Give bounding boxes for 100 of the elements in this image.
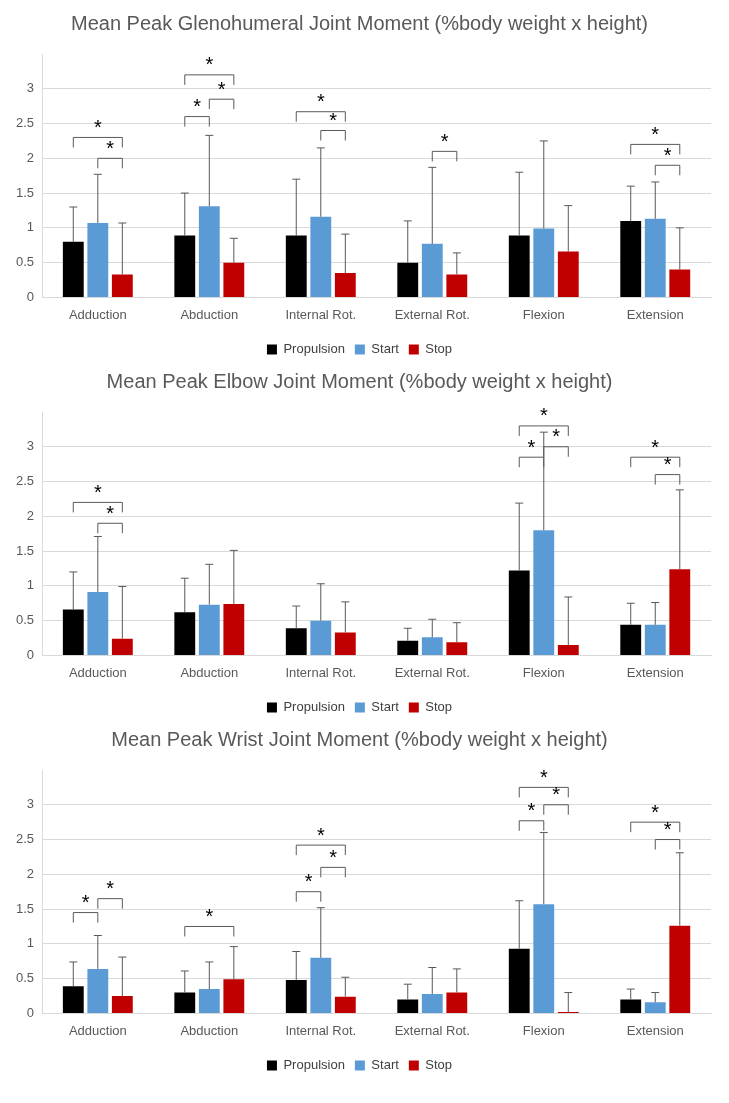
y-tick-label: 3 xyxy=(26,438,35,454)
bar xyxy=(669,569,691,655)
y-tick-label: 2.5 xyxy=(15,473,35,489)
legend-label: Start xyxy=(371,699,400,715)
annotation: * xyxy=(651,122,660,145)
bar xyxy=(557,644,579,655)
x-tick-label: External Rot. xyxy=(394,664,470,680)
bar xyxy=(223,262,245,297)
bar xyxy=(62,609,84,655)
x-tick-label: Abduction xyxy=(180,1022,239,1038)
x-tick-label: Extension xyxy=(626,306,684,322)
bar xyxy=(644,624,666,655)
y-tick-label: 2.5 xyxy=(15,831,35,847)
bar xyxy=(446,642,468,655)
bar xyxy=(285,235,307,297)
annotation: * xyxy=(106,501,115,524)
y-tick-label: 0 xyxy=(26,1004,35,1020)
bar xyxy=(111,274,133,297)
annotation: * xyxy=(217,77,226,100)
y-tick-label: 2 xyxy=(26,507,35,523)
bar xyxy=(285,980,307,1013)
bar xyxy=(669,269,691,297)
bar xyxy=(198,989,220,1013)
annotation: * xyxy=(651,435,660,458)
y-tick-label: 3 xyxy=(26,80,35,96)
bar xyxy=(669,925,691,1013)
bar xyxy=(223,979,245,1013)
x-tick-label: Flexion xyxy=(522,664,565,680)
bar xyxy=(334,996,356,1013)
y-tick-label: 1.5 xyxy=(15,184,35,200)
x-tick-label: Flexion xyxy=(522,306,565,322)
bar xyxy=(620,220,642,297)
legend-label: Start xyxy=(371,1057,400,1073)
bar xyxy=(557,251,579,297)
bar xyxy=(644,218,666,297)
bar xyxy=(644,1002,666,1013)
x-tick-label: Adduction xyxy=(68,1022,127,1038)
bar xyxy=(174,235,196,297)
bar xyxy=(62,241,84,297)
bar xyxy=(223,603,245,655)
bar xyxy=(198,604,220,655)
bar xyxy=(620,999,642,1013)
annotation: * xyxy=(440,129,449,152)
y-tick-label: 1.5 xyxy=(15,542,35,558)
annotation: * xyxy=(93,480,102,503)
legend-label: Stop xyxy=(425,699,453,715)
annotation: * xyxy=(539,404,548,427)
x-tick-label: Adduction xyxy=(68,306,127,322)
bar xyxy=(508,948,530,1013)
x-tick-label: Abduction xyxy=(180,664,239,680)
annotation: * xyxy=(663,143,672,166)
annotation: * xyxy=(304,870,313,893)
annotation: * xyxy=(539,765,548,788)
bar xyxy=(87,968,109,1013)
y-tick-label: 1 xyxy=(26,577,35,593)
bar xyxy=(446,274,468,297)
y-tick-label: 2 xyxy=(26,865,35,881)
x-tick-label: Extension xyxy=(626,1022,684,1038)
legend-label: Propulsion xyxy=(283,341,345,357)
bar xyxy=(533,904,555,1013)
bar xyxy=(533,530,555,655)
bar xyxy=(111,996,133,1013)
bar xyxy=(334,273,356,297)
x-tick-label: Flexion xyxy=(522,1022,565,1038)
x-tick-label: Extension xyxy=(626,664,684,680)
annotation: * xyxy=(316,90,325,113)
bar xyxy=(421,243,443,297)
annotation: * xyxy=(106,877,115,900)
y-tick-label: 1.5 xyxy=(15,900,35,916)
x-tick-label: Internal Rot. xyxy=(285,664,357,680)
bar xyxy=(397,640,419,655)
annotation: * xyxy=(663,453,672,476)
bar xyxy=(620,624,642,655)
legend-label: Stop xyxy=(425,341,453,357)
y-tick-label: 2 xyxy=(26,149,35,165)
legend-label: Stop xyxy=(425,1057,453,1073)
bar xyxy=(508,570,530,655)
y-tick-label: 0.5 xyxy=(15,612,35,628)
bar xyxy=(111,638,133,655)
y-tick-label: 0.5 xyxy=(15,970,35,986)
annotation: * xyxy=(205,53,214,76)
y-tick-label: 0.5 xyxy=(15,254,35,270)
bar xyxy=(334,632,356,655)
x-tick-label: Internal Rot. xyxy=(285,306,357,322)
legend-label: Propulsion xyxy=(283,1057,345,1073)
chart-title: Mean Peak Wrist Joint Moment (%body weight x height) xyxy=(111,727,608,750)
annotation: * xyxy=(106,136,115,159)
y-tick-label: 0 xyxy=(26,646,35,662)
bar xyxy=(198,206,220,297)
bar xyxy=(62,986,84,1013)
y-tick-label: 1 xyxy=(26,219,35,235)
bar xyxy=(397,999,419,1013)
annotation: * xyxy=(329,845,338,868)
annotation: * xyxy=(329,109,338,132)
bar xyxy=(174,992,196,1013)
annotation: * xyxy=(552,425,561,448)
annotation: * xyxy=(651,800,660,823)
annotation: * xyxy=(81,891,90,914)
annotation: * xyxy=(316,823,325,846)
y-tick-label: 0 xyxy=(26,288,35,304)
